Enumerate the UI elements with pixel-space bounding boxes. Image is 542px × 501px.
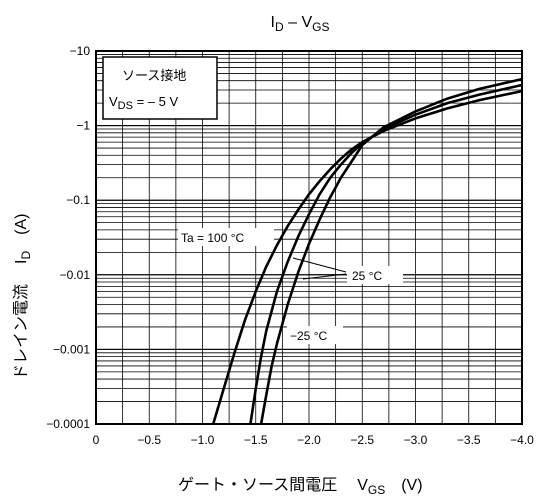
- y-tick-label: −0.001: [53, 342, 90, 356]
- x-tick-label: −2.5: [350, 433, 374, 447]
- x-tick-label: 0: [93, 433, 100, 447]
- y-axis-symbol: I: [13, 260, 30, 264]
- x-tick-label: −3.0: [404, 433, 428, 447]
- x-tick-label: −1.5: [244, 433, 268, 447]
- inset-box: [102, 56, 218, 120]
- y-axis-label-text: ドレイン電流: [12, 284, 30, 380]
- x-tick-label: −4.0: [510, 433, 534, 447]
- inset-vds-symbol: V: [109, 94, 118, 109]
- x-ticks: 0 −0.5 −1.0 −1.5 −2.0 −2.5 −3.0 −3.5 −4.0: [93, 433, 535, 447]
- x-axis-sub: GS: [368, 483, 385, 497]
- title-sub: D: [275, 20, 284, 34]
- curve-ta-25c: [249, 83, 523, 425]
- x-tick-label: −0.5: [137, 433, 161, 447]
- y-tick-label: −0.1: [66, 193, 90, 207]
- curve-ta-minus25c: [259, 77, 523, 425]
- x-axis-label: ゲート・ソース間電圧 VGS (V): [178, 476, 423, 497]
- title-symbol: I: [271, 14, 275, 31]
- inset-line2: VDS = – 5 V: [109, 94, 178, 112]
- inset-vds-value: = – 5 V: [133, 94, 178, 109]
- title-sub2: GS: [312, 20, 329, 34]
- y-axis-label: ドレイン電流 ID (A): [12, 214, 33, 380]
- ta100-label-bg: [178, 228, 274, 246]
- t25-label: 25 °C: [352, 269, 382, 283]
- y-tick-label: −1: [76, 119, 90, 133]
- plot-frame: [95, 50, 523, 425]
- y-tick-label: −0.0001: [46, 417, 90, 431]
- grid: [95, 50, 523, 425]
- inset-vds-sub: DS: [118, 100, 133, 112]
- y-tick-label: −10: [70, 44, 91, 58]
- x-tick-label: −2.0: [297, 433, 321, 447]
- x-axis-label-text: ゲート・ソース間電圧: [178, 476, 337, 494]
- y-axis-sub: D: [19, 251, 33, 260]
- tm25-label: −25 °C: [290, 329, 327, 343]
- t25-label-bg: [347, 266, 403, 284]
- arrow-25-b: [302, 273, 347, 280]
- y-ticks: −10 −1 −0.1 −0.01 −0.001 −0.0001: [46, 44, 90, 431]
- curves: [211, 77, 523, 425]
- y-axis-unit: (A): [13, 214, 30, 235]
- x-tick-label: −1.0: [191, 433, 215, 447]
- chart-title: ID – VGS: [271, 14, 330, 34]
- tm25-label-bg: [287, 326, 343, 344]
- x-tick-label: −3.5: [457, 433, 481, 447]
- y-tick-label: −0.01: [60, 268, 91, 282]
- x-axis-unit: (V): [401, 477, 422, 494]
- curve-ta-100c: [211, 89, 523, 425]
- ta100-label: Ta = 100 °C: [181, 231, 245, 245]
- arrow-25-a: [292, 257, 347, 273]
- inset-line1: ソース接地: [122, 68, 186, 83]
- title-mid: – V: [284, 14, 313, 31]
- x-axis-symbol: V: [357, 477, 368, 494]
